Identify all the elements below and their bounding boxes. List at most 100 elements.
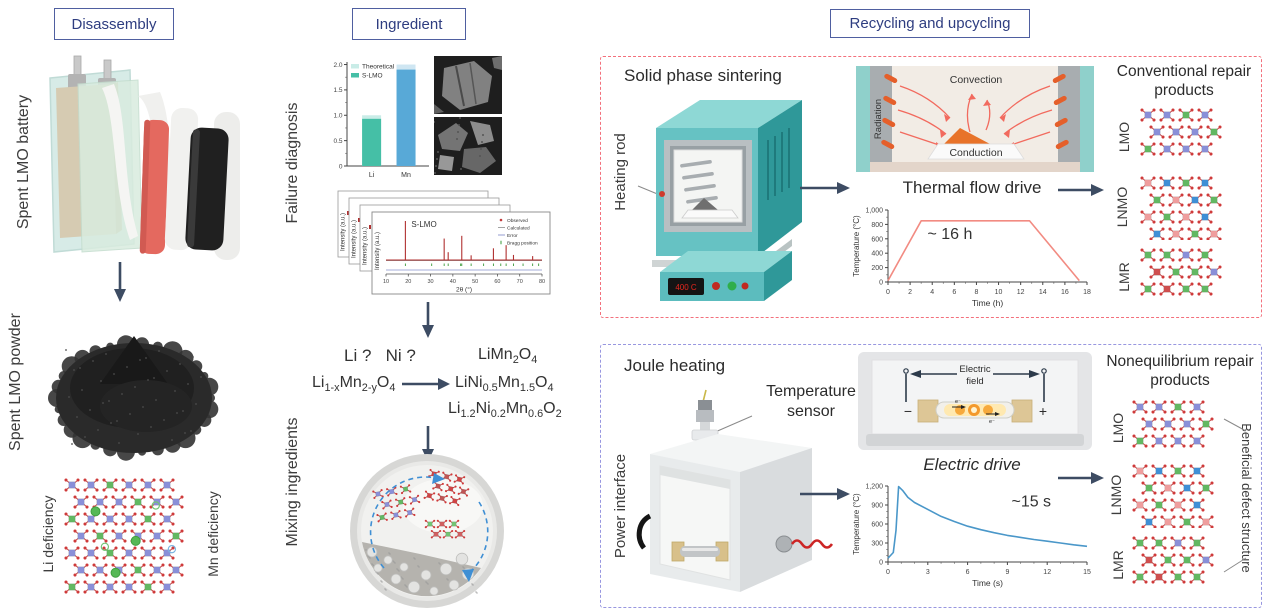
svg-text:80: 80 xyxy=(539,279,545,285)
disassembly-label: Disassembly xyxy=(54,8,174,40)
electric-field-label-1: Electric xyxy=(959,364,990,375)
heating-rod-slats xyxy=(680,160,718,204)
question-formula: Li ? Ni ? xyxy=(344,346,416,365)
sem-image-bottom xyxy=(434,117,502,175)
svg-text:0: 0 xyxy=(339,163,343,170)
electric-drive-chart: 0 300 600 900 1,200 0 3 6 9 12 15 ~15 s Time (s) Temp… xyxy=(852,484,1091,589)
svg-text:2: 2 xyxy=(908,289,912,296)
disassembly-label-text: Disassembly xyxy=(71,15,157,33)
svg-text:18: 18 xyxy=(1083,289,1091,296)
li-deficiency-label: Li deficiency xyxy=(40,495,56,573)
furnace-red-button-2 xyxy=(741,282,749,290)
svg-text:400: 400 xyxy=(871,251,883,258)
product-label-lmr: LMR xyxy=(1110,550,1126,580)
electron-label: e⁻ xyxy=(955,399,961,405)
defect-pointer-line xyxy=(1223,557,1247,573)
svg-text:600: 600 xyxy=(871,236,883,243)
sintering-title: Solid phase sintering xyxy=(624,66,782,85)
svg-text:800: 800 xyxy=(871,222,883,229)
xrd-pattern-chart: Intensity (a.u.) Intensity (a.u.) Intensit… xyxy=(337,190,551,295)
nonequilibrium-products-title: Nonequilibrium repair products xyxy=(1106,353,1254,390)
svg-text:Intensity (a.u.): Intensity (a.u.) xyxy=(363,227,369,265)
svg-text:Li: Li xyxy=(369,172,375,179)
electric-field-label-2: field xyxy=(966,376,983,387)
product-label-lnmo: LNMO xyxy=(1114,186,1130,228)
ingredient-label-text: Ingredient xyxy=(375,15,443,33)
svg-text:15: 15 xyxy=(1083,569,1091,576)
joule-panel xyxy=(600,344,1262,608)
svg-text:900: 900 xyxy=(871,503,883,510)
spent-lmo-powder-label: Spent LMO powder xyxy=(7,313,24,451)
arrow-right-icon xyxy=(402,378,450,390)
svg-text:10: 10 xyxy=(995,289,1003,296)
mn-deficiency-label: Mn deficiency xyxy=(205,491,221,577)
svg-text:Time (s): Time (s) xyxy=(972,578,1003,588)
heating-rod-label: Heating rod xyxy=(611,133,629,211)
svg-text:14: 14 xyxy=(1039,289,1047,296)
joule-title: Joule heating xyxy=(624,356,726,375)
svg-text:8: 8 xyxy=(974,289,978,296)
sem-image-top xyxy=(434,56,502,114)
svg-text:Calculated: Calculated xyxy=(507,225,530,231)
svg-text:1,000: 1,000 xyxy=(865,208,883,215)
svg-text:10: 10 xyxy=(383,279,389,285)
sintering-panel xyxy=(600,56,1262,318)
svg-text:~15 s: ~15 s xyxy=(1011,493,1051,510)
svg-text:S-LMO: S-LMO xyxy=(362,73,383,80)
svg-text:0: 0 xyxy=(879,280,883,287)
svg-text:4: 4 xyxy=(930,289,934,296)
product-formula-lmo: LiMn2O4 xyxy=(478,346,538,367)
electron-label: e⁻ xyxy=(989,419,995,425)
ingredient-label: Ingredient xyxy=(352,8,466,40)
svg-text:16: 16 xyxy=(1061,289,1069,296)
red-wire-coil xyxy=(790,539,834,549)
heating-rod-knob xyxy=(659,191,665,197)
svg-text:0: 0 xyxy=(886,569,890,576)
svg-text:Intensity (a.u.): Intensity (a.u.) xyxy=(341,213,347,251)
svg-text:300: 300 xyxy=(871,541,883,548)
product-formula-lnmo: LiNi0.5Mn1.5O4 xyxy=(455,374,554,395)
furnace-red-button xyxy=(712,282,720,290)
product-formula-lmr: Li1.2Ni0.2Mn0.6O2 xyxy=(448,400,562,421)
svg-text:70: 70 xyxy=(517,279,523,285)
svg-text:12: 12 xyxy=(1017,289,1025,296)
lnmo-crystal-structure xyxy=(1132,464,1214,528)
spent-crystal-structure xyxy=(64,478,184,594)
svg-text:50: 50 xyxy=(472,279,478,285)
arrow-right-icon xyxy=(1058,472,1104,484)
electric-drive-title: Electric drive xyxy=(923,455,1021,474)
svg-text:20: 20 xyxy=(405,279,411,285)
product-label-lmo: LMO xyxy=(1110,412,1126,444)
heating-rods-right xyxy=(1052,73,1069,150)
svg-text:Bragg position: Bragg position xyxy=(507,240,538,246)
svg-text:30: 30 xyxy=(428,279,434,285)
lmr-crystal-structure xyxy=(1140,248,1222,296)
convection-label: Convection xyxy=(950,74,1003,86)
svg-text:Temperature (°C): Temperature (°C) xyxy=(852,493,861,555)
svg-text:0.5: 0.5 xyxy=(333,138,342,145)
svg-text:1.5: 1.5 xyxy=(333,87,342,94)
svg-text:2.0: 2.0 xyxy=(333,62,342,69)
recycling-label: Recycling and upcycling xyxy=(830,9,1030,38)
spent-lmo-battery-label: Spent LMO battery xyxy=(15,94,32,230)
muffle-furnace-illustration: 400 C xyxy=(652,100,802,301)
svg-text:12: 12 xyxy=(1043,569,1051,576)
arrow-down-icon xyxy=(114,262,126,302)
reactant-formula: Li1-xMn2-yO4 xyxy=(312,374,396,395)
recycling-label-text: Recycling and upcycling xyxy=(849,15,1011,32)
svg-text:6: 6 xyxy=(952,289,956,296)
furnace-interior-illustration: Convection Radiation Conduction xyxy=(856,66,1094,172)
svg-text:9: 9 xyxy=(1005,569,1009,576)
furnace-green-button xyxy=(727,281,737,291)
arrow-down-icon xyxy=(422,302,434,338)
mixing-bowl-illustration xyxy=(350,454,504,608)
radiation-label: Radiation xyxy=(873,99,884,139)
svg-text:Observed: Observed xyxy=(507,218,528,224)
failure-diagnosis-label: Failure diagnosis xyxy=(284,102,301,224)
svg-text:60: 60 xyxy=(494,279,500,285)
product-label-lmo: LMO xyxy=(1116,121,1132,153)
svg-text:Error: Error xyxy=(507,233,518,239)
svg-text:Time (h): Time (h) xyxy=(972,298,1003,308)
thermal-drive-chart: 0 200 400 600 800 1,000 0 2 4 6 8 10 12 14 16 18 ~ 16 h T… xyxy=(852,208,1091,309)
element-ratio-bar-chart: 0 0.5 1.0 1.5 2.0 Li Mn Theoretical S-LMO xyxy=(333,62,429,179)
